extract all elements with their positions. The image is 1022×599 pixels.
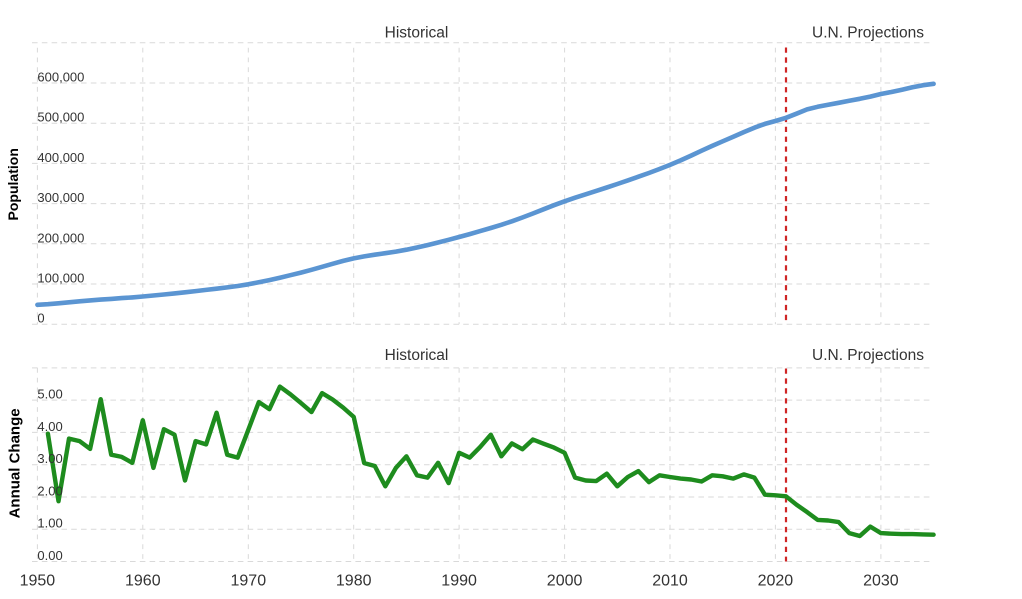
svg-text:2020: 2020 — [758, 573, 794, 590]
svg-text:0: 0 — [37, 311, 44, 326]
svg-text:1990: 1990 — [441, 573, 477, 590]
svg-text:Historical: Historical — [385, 25, 449, 42]
svg-text:1970: 1970 — [231, 573, 267, 590]
svg-text:600,000: 600,000 — [37, 70, 84, 85]
svg-text:2030: 2030 — [863, 573, 899, 590]
svg-text:Population: Population — [5, 148, 21, 220]
svg-text:1980: 1980 — [336, 573, 372, 590]
svg-text:2000: 2000 — [547, 573, 583, 590]
svg-text:0.00: 0.00 — [37, 548, 62, 563]
svg-text:Historical: Historical — [385, 347, 449, 364]
svg-text:Annual Change: Annual Change — [7, 408, 24, 518]
svg-text:2.00: 2.00 — [37, 484, 62, 499]
svg-text:5.00: 5.00 — [37, 387, 62, 402]
svg-text:500,000: 500,000 — [37, 110, 84, 125]
svg-text:1950: 1950 — [20, 573, 56, 590]
svg-text:U.N. Projections: U.N. Projections — [812, 25, 924, 42]
svg-text:2010: 2010 — [652, 573, 688, 590]
svg-text:100,000: 100,000 — [37, 271, 84, 286]
svg-text:U.N. Projections: U.N. Projections — [812, 347, 924, 364]
svg-text:3.00: 3.00 — [37, 451, 62, 466]
svg-text:4.00: 4.00 — [37, 419, 62, 434]
svg-text:300,000: 300,000 — [37, 190, 84, 205]
svg-text:1960: 1960 — [125, 573, 161, 590]
svg-text:200,000: 200,000 — [37, 230, 84, 245]
svg-text:1.00: 1.00 — [37, 516, 62, 531]
svg-text:400,000: 400,000 — [37, 150, 84, 165]
